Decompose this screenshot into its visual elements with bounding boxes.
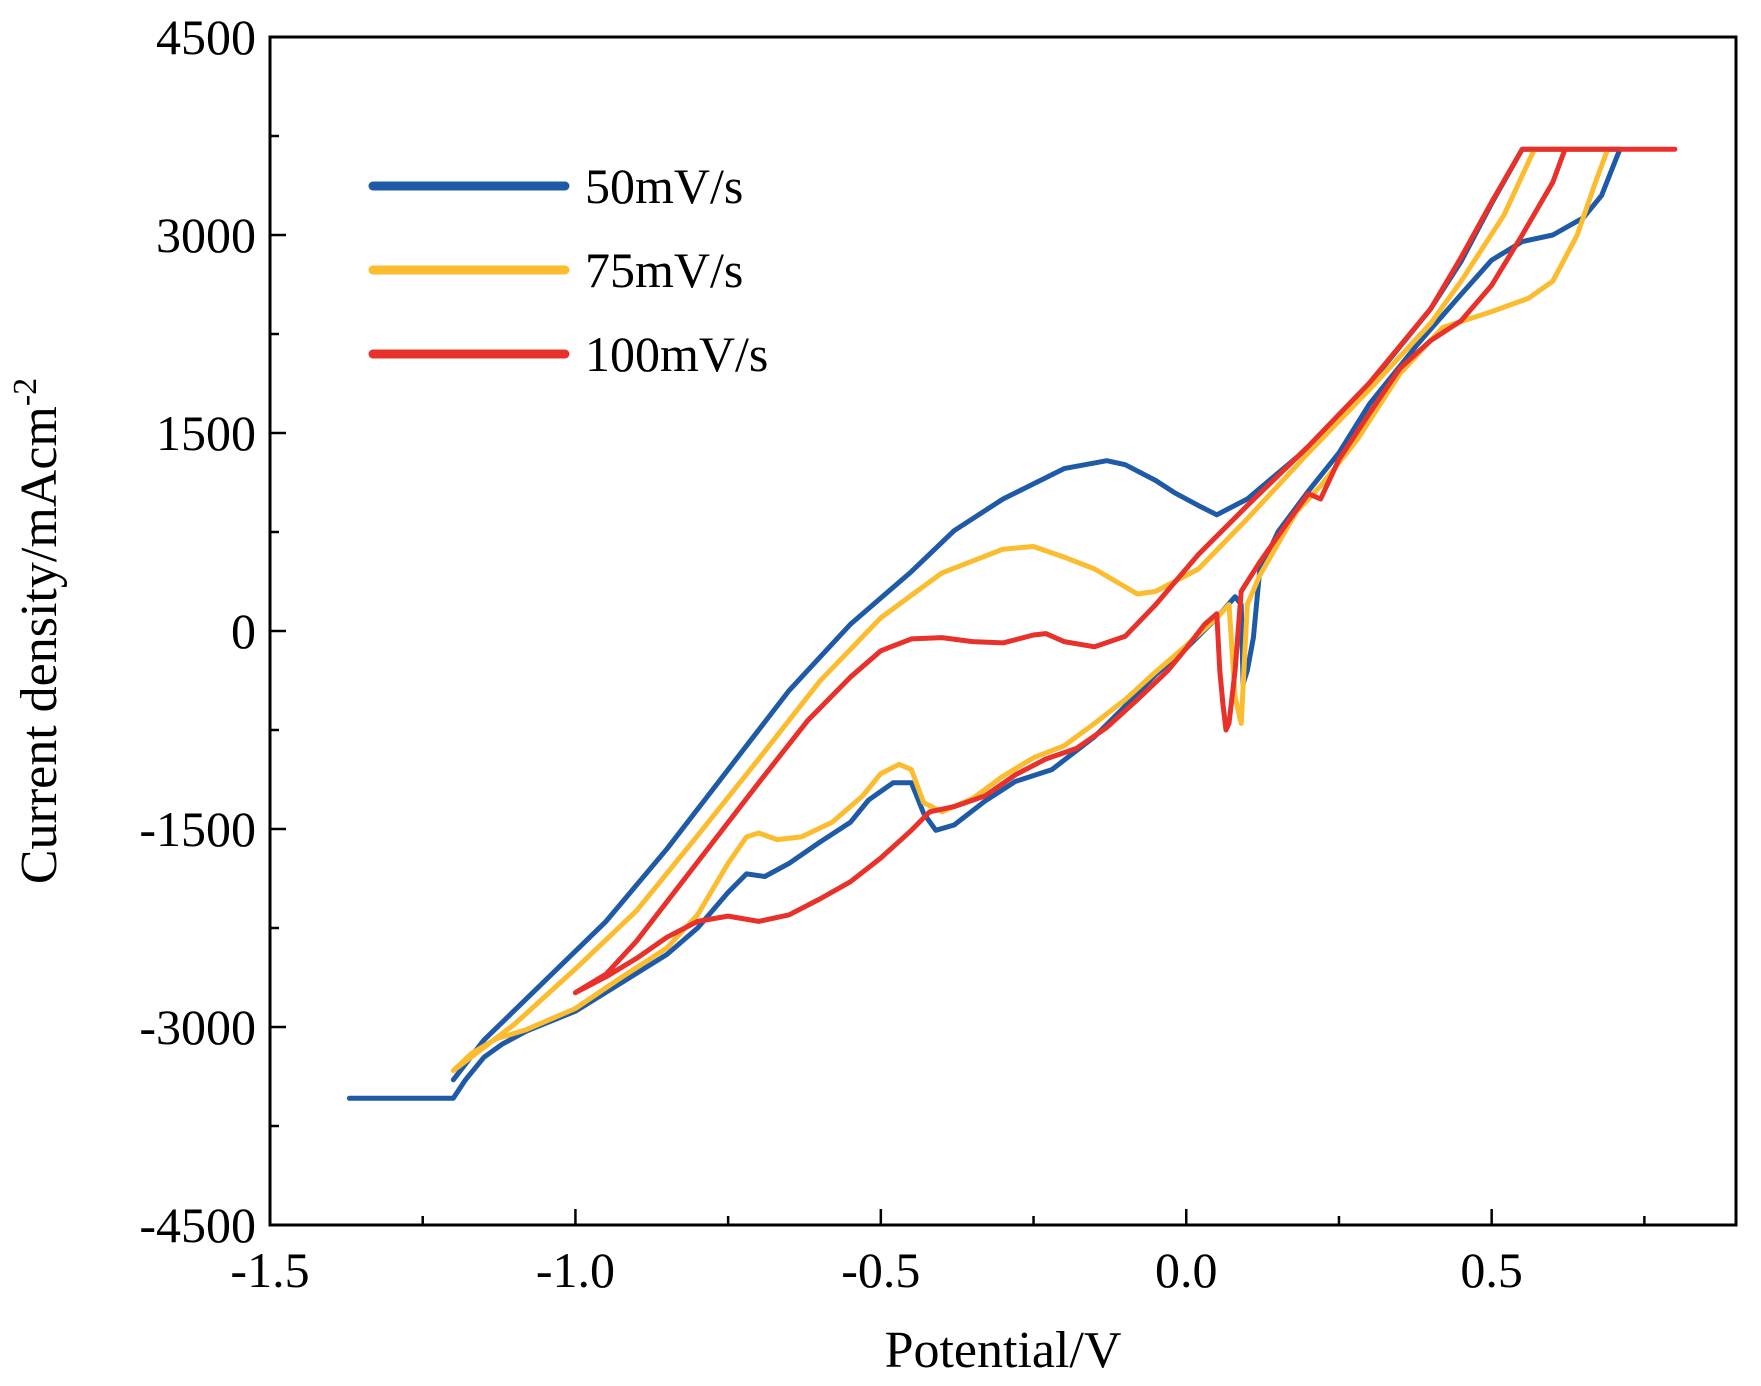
y-tick-label: 4500 — [156, 9, 256, 65]
series-line-100mv-s — [572, 146, 1678, 996]
y-tick-label: 3000 — [156, 207, 256, 263]
legend-label-50mv-s: 50mV/s — [585, 158, 743, 214]
x-tick-label: 0.0 — [1155, 1242, 1218, 1298]
y-tick-label: -1500 — [139, 801, 256, 857]
legend: 50mV/s 75mV/s 100mV/s — [368, 158, 768, 382]
legend-label-75mv-s: 75mV/s — [585, 242, 743, 298]
x-tick-label: -1.0 — [536, 1242, 615, 1298]
x-axis-title: Potential/V — [885, 1322, 1122, 1379]
series-layer — [346, 146, 1678, 1101]
y-axis-title-main: Current density/mAcm — [11, 406, 68, 884]
y-tick-label: -4500 — [139, 1197, 256, 1253]
x-tick-label: -0.5 — [841, 1242, 920, 1298]
y-tick-label: -3000 — [139, 999, 256, 1055]
x-tick-label: 0.5 — [1460, 1242, 1523, 1298]
y-tick-label: 0 — [231, 603, 256, 659]
y-axis-title: Current density/mAcm-2 — [7, 378, 68, 884]
series-line-75mv-s — [450, 146, 1611, 1074]
y-axis-title-superscript: -2 — [7, 378, 44, 406]
plot-frame — [268, 35, 1738, 1227]
y-tick-label: 1500 — [156, 405, 256, 461]
x-tick-label: -1.5 — [230, 1242, 309, 1298]
tick-labels-layer: -1.5 -1.0 -0.5 0.0 0.5 -4500 -3000 -1500 0 1500 30… — [139, 9, 1523, 1298]
legend-label-100mv-s: 100mV/s — [585, 326, 768, 382]
